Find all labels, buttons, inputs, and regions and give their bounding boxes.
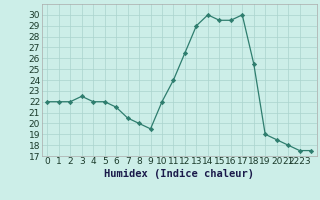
X-axis label: Humidex (Indice chaleur): Humidex (Indice chaleur) xyxy=(104,169,254,179)
